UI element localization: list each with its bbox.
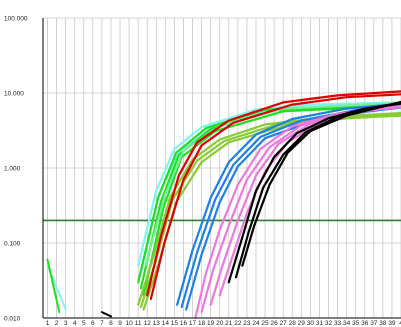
- y-tick-label: 1.000: [4, 166, 21, 173]
- x-tick-label: 15: [171, 320, 179, 327]
- x-tick-label: 36: [361, 320, 369, 327]
- x-tick-label: 30: [307, 320, 315, 327]
- x-tick-label: 28: [289, 320, 297, 327]
- series-line-1: [137, 101, 401, 267]
- x-tick-label: 8: [109, 320, 113, 327]
- x-tick-label: 3: [64, 320, 68, 327]
- y-tick-labels: 100.000 10.000 1.000 0.100 0.010: [4, 16, 28, 323]
- axes: [42, 18, 401, 319]
- series-line-5: [142, 104, 401, 297]
- x-tick-label: 13: [153, 320, 161, 327]
- x-tick-label: 14: [162, 320, 170, 327]
- x-tick-label: 4: [399, 320, 401, 327]
- x-tick-label: 20: [216, 320, 224, 327]
- x-tick-label: 38: [379, 320, 387, 327]
- series-line-11: [149, 93, 401, 300]
- x-tick-label: 9: [118, 320, 122, 327]
- x-tick-label: 10: [125, 320, 133, 327]
- series-line-19: [227, 102, 401, 284]
- series-line-15: [194, 105, 401, 320]
- x-tick-label: 2: [55, 320, 59, 327]
- x-tick-label: 32: [325, 320, 333, 327]
- y-tick-label: 10.000: [4, 91, 24, 98]
- series-line-20: [234, 101, 401, 279]
- series-baseline-19: [100, 311, 112, 318]
- x-tick-labels: 1 2 3 4 5 6 7 8 9 10 11 12 13 14 15 16 17 18 19 20 21 22 23 24 2…: [46, 320, 401, 327]
- series-group: [46, 90, 401, 320]
- grid: [43, 17, 401, 319]
- series-line-12: [176, 102, 401, 306]
- x-tick-label: 26: [270, 320, 278, 327]
- x-tick-label: 22: [234, 320, 242, 327]
- x-tick-label: 4: [73, 320, 77, 327]
- y-tick-label: 100.000: [4, 16, 28, 23]
- x-tick-label: 16: [180, 320, 188, 327]
- x-tick-label: 35: [352, 320, 360, 327]
- x-tick-label: 33: [334, 320, 342, 327]
- x-tick-label: 12: [144, 320, 152, 327]
- series-line-21: [241, 100, 401, 267]
- x-tick-label: 6: [91, 320, 95, 327]
- x-tick-label: 7: [100, 320, 104, 327]
- x-tick-label: 18: [198, 320, 206, 327]
- x-tick-label: 19: [207, 320, 215, 327]
- x-tick-label: 29: [298, 320, 306, 327]
- series-line-10: [146, 90, 401, 297]
- x-tick-label: 39: [388, 320, 396, 327]
- x-tick-label: 27: [280, 320, 288, 327]
- x-tick-label: 23: [243, 320, 251, 327]
- x-tick-label: 24: [252, 320, 260, 327]
- x-tick-label: 37: [370, 320, 378, 327]
- y-tick-label: 0.100: [4, 241, 21, 248]
- y-tick-label: 0.010: [4, 316, 21, 323]
- x-tick-label: 34: [343, 320, 351, 327]
- x-tick-label: 31: [316, 320, 324, 327]
- series-baseline-3: [46, 258, 61, 314]
- x-tick-label: 21: [225, 320, 233, 327]
- x-tick-label: 5: [82, 320, 86, 327]
- x-tick-label: 25: [261, 320, 269, 327]
- x-tick-label: 1: [46, 320, 50, 327]
- x-tick-label: 17: [189, 320, 197, 327]
- x-tick-label: 11: [135, 320, 142, 327]
